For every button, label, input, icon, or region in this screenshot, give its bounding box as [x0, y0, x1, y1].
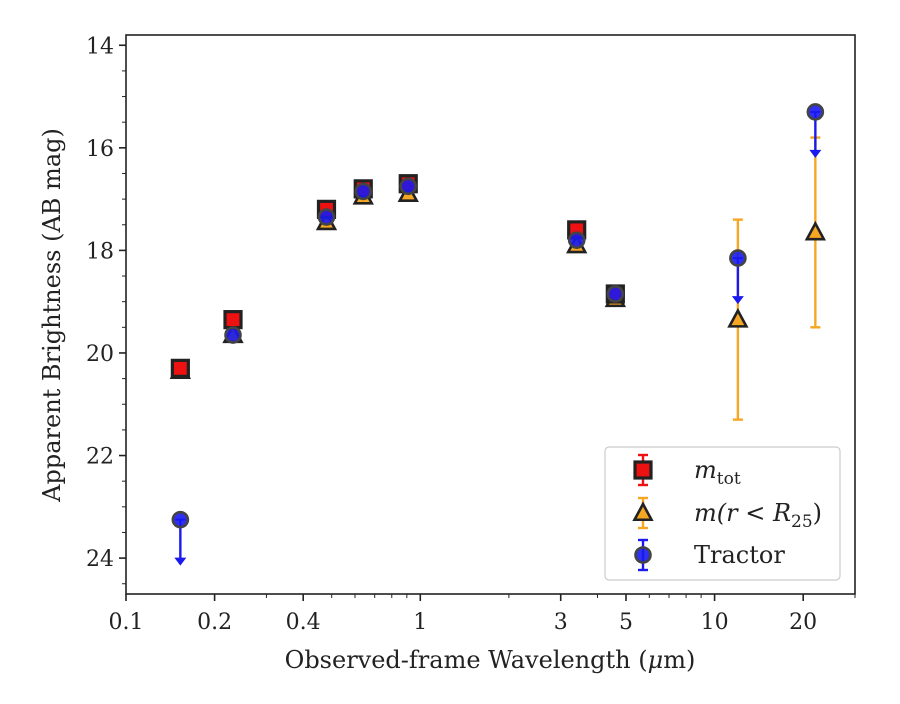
circle-marker [806, 103, 825, 121]
square-marker-body [223, 310, 243, 330]
circle-marker [399, 177, 418, 196]
square-marker-body [170, 358, 190, 378]
x-tick-label: 5 [619, 610, 633, 635]
x-axis-label-prefix: Observed-frame Wavelength ( [285, 646, 648, 674]
legend-label: m(r < R25) [694, 499, 822, 532]
upper-limit-arrowhead [174, 557, 187, 566]
marker-layer [169, 103, 827, 529]
square-marker [170, 358, 190, 378]
y-tick-label: 16 [86, 137, 114, 162]
legend-square-marker [633, 460, 653, 480]
circle-marker [317, 208, 336, 226]
x-axis-label: Observed-frame Wavelength (μm) [285, 646, 696, 674]
upper-limit-arrowhead [731, 296, 744, 305]
legend-frame [604, 446, 841, 581]
circle-marker [729, 249, 747, 267]
legend-label: mtot [694, 456, 741, 489]
circle-marker [171, 510, 190, 529]
x-tick-label: 3 [554, 610, 568, 635]
y-axis-label: Apparent Brightness (AB mag) [38, 128, 66, 503]
x-tick-label: 0.4 [286, 610, 321, 635]
triangle-marker [804, 220, 827, 241]
x-tick-label: 1 [413, 610, 427, 635]
y-tick-label: 18 [86, 239, 114, 264]
legend-circle-marker [634, 546, 652, 564]
legend-label: Tractor [694, 541, 785, 569]
x-tick-label: 10 [701, 610, 729, 635]
x-tick-label: 0.2 [197, 610, 232, 635]
circle-marker [606, 285, 625, 303]
circle-marker [354, 182, 373, 201]
x-tick-label: 20 [789, 610, 817, 635]
x-tick-label: 0.1 [109, 610, 144, 635]
square-marker-body [633, 460, 653, 480]
triangle-marker [727, 307, 749, 328]
circle-marker [567, 231, 586, 249]
x-axis-label-suffix: m) [663, 646, 695, 674]
x-axis-label-mu: μ [648, 646, 664, 674]
axes-layer: 14 16 18 20 22 24 0.1 0.2 0.4 1 3 5 10 20 [86, 34, 856, 635]
y-tick-label: 22 [86, 445, 114, 470]
y-tick-label: 20 [86, 342, 114, 367]
legend-triangle-marker [632, 501, 654, 522]
y-tick-label: 14 [86, 34, 114, 59]
legend: mtot m(r < R25) Tractor [604, 446, 841, 581]
y-tick-label: 24 [86, 547, 114, 572]
plot-frame [125, 34, 856, 595]
square-marker [223, 310, 243, 330]
circle-marker [224, 326, 242, 344]
upper-limit-arrowhead [809, 149, 822, 158]
